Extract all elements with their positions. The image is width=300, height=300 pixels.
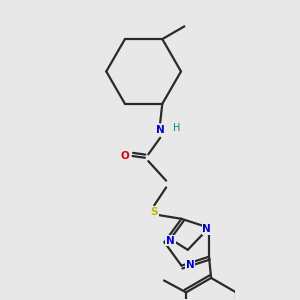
Text: O: O — [121, 151, 130, 161]
Text: S: S — [151, 207, 158, 217]
Text: N: N — [202, 224, 211, 235]
Text: H: H — [172, 123, 180, 134]
Text: N: N — [186, 260, 194, 270]
Text: N: N — [156, 125, 165, 135]
Text: N: N — [166, 236, 175, 245]
